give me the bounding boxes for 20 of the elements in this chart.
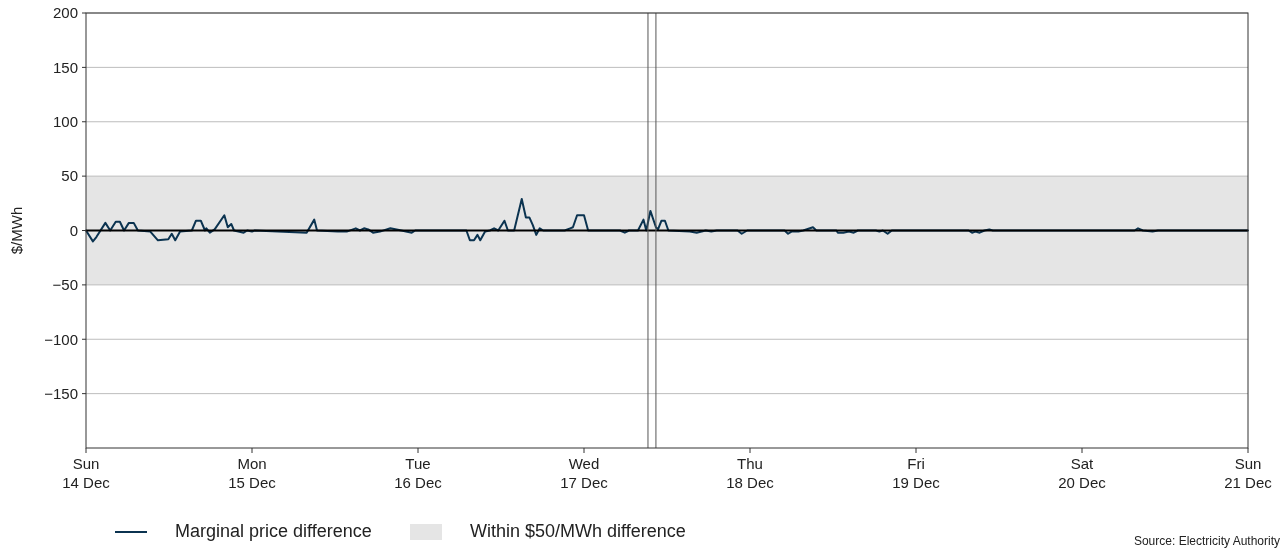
x-tick-label: Sun 21 Dec <box>1224 455 1273 491</box>
y-axis-title: $/MWh <box>8 206 25 255</box>
y-tick-label: −150 <box>44 384 78 402</box>
y-tick-label: −100 <box>44 330 78 348</box>
x-tick-label: Wed 17 Dec <box>560 455 609 491</box>
y-tick-label: −50 <box>52 276 78 294</box>
x-tick-label: Sat 20 Dec <box>1058 455 1107 491</box>
y-tick-label: 150 <box>52 58 78 76</box>
x-tick-label: Mon 15 Dec <box>228 455 277 491</box>
x-tick-label: Tue 16 Dec <box>394 455 443 491</box>
legend-label: Marginal price difference <box>175 521 372 541</box>
y-tick-label: 200 <box>52 4 78 22</box>
x-tick-label: Fri 19 Dec <box>892 455 941 491</box>
legend-label: Within $50/MWh difference <box>470 521 686 541</box>
y-tick-label: 50 <box>61 167 78 185</box>
x-tick-label: Sun 14 Dec <box>62 455 111 491</box>
x-tick-label: Thu 18 Dec <box>726 455 775 491</box>
y-tick-label: 100 <box>52 113 78 130</box>
y-tick-label: 0 <box>69 221 78 239</box>
source-note: Source: Electricity Authority <box>1133 534 1280 548</box>
